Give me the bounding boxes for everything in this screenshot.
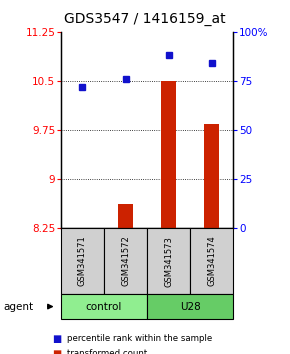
Text: GSM341571: GSM341571 xyxy=(78,236,87,286)
Text: control: control xyxy=(86,302,122,312)
Text: GSM341574: GSM341574 xyxy=(207,236,216,286)
Bar xyxy=(161,81,176,228)
Text: GDS3547 / 1416159_at: GDS3547 / 1416159_at xyxy=(64,12,226,27)
Text: ■: ■ xyxy=(52,349,61,354)
Bar xyxy=(118,204,133,228)
Text: agent: agent xyxy=(3,302,33,312)
Text: ■: ■ xyxy=(52,334,61,344)
Text: GSM341573: GSM341573 xyxy=(164,236,173,286)
Bar xyxy=(204,124,220,228)
Text: transformed count: transformed count xyxy=(67,349,147,354)
Text: percentile rank within the sample: percentile rank within the sample xyxy=(67,334,212,343)
Text: U28: U28 xyxy=(180,302,201,312)
Text: GSM341572: GSM341572 xyxy=(121,236,130,286)
